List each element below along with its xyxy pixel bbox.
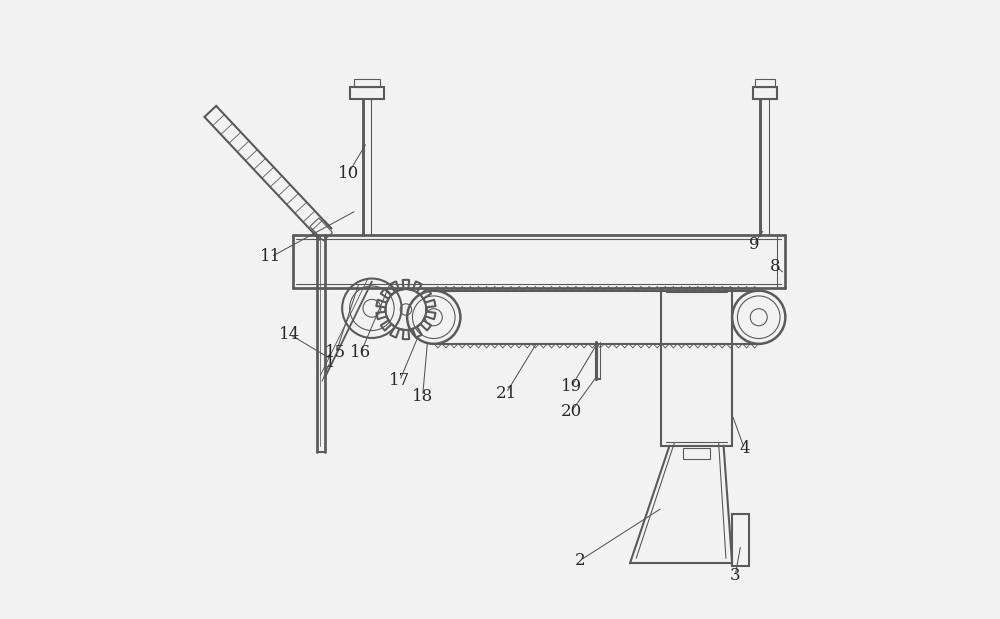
Bar [661, 288, 732, 446]
Text: 11: 11 [260, 248, 282, 266]
Text: 1: 1 [324, 353, 335, 371]
Text: 17: 17 [389, 372, 410, 389]
Text: 3: 3 [730, 567, 741, 584]
Text: 21: 21 [496, 384, 517, 402]
Text: 14: 14 [279, 326, 300, 343]
Bar [753, 87, 777, 99]
Text: 10: 10 [338, 165, 359, 182]
Text: 19: 19 [561, 378, 582, 396]
Text: 9: 9 [749, 236, 759, 253]
Text: 20: 20 [561, 403, 582, 420]
Text: 8: 8 [770, 258, 781, 275]
Bar [310, 218, 332, 241]
Bar [683, 448, 710, 459]
Text: 18: 18 [412, 387, 433, 405]
Bar [732, 514, 749, 566]
Text: 15: 15 [325, 344, 347, 361]
Bar [755, 79, 775, 87]
Text: 16: 16 [350, 344, 371, 361]
Text: 2: 2 [575, 552, 586, 569]
Bar [354, 79, 380, 87]
Text: 4: 4 [739, 440, 750, 457]
Bar [350, 87, 384, 99]
